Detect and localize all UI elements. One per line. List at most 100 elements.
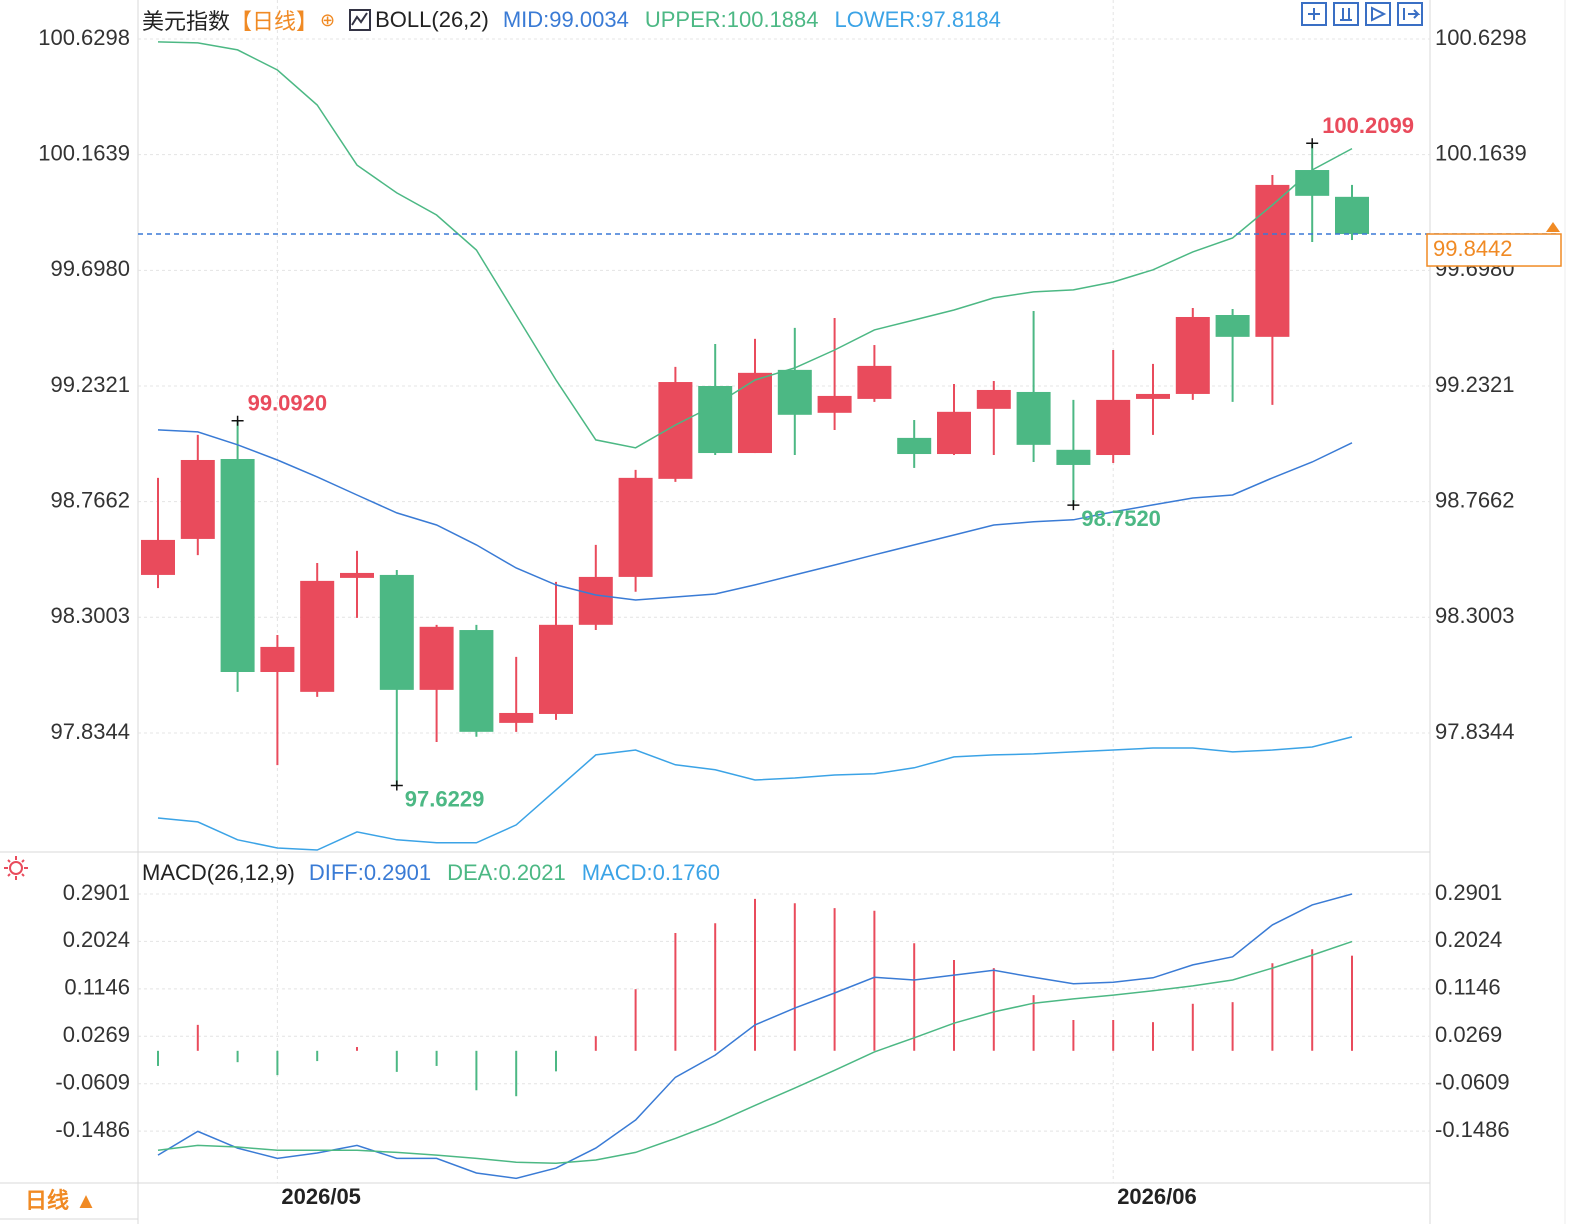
price-header: 美元指数 【日线】 ⊕ BOLL(26,2) MID:99.0034 UPPER:…: [142, 4, 1001, 36]
candle-body: [618, 477, 653, 577]
y-tick-label: 0.2024: [63, 927, 130, 952]
last-price-label: 99.8442: [1433, 236, 1513, 261]
y2-tick-label: 100.6298: [1435, 25, 1527, 50]
candle-body: [180, 459, 215, 539]
indicator-name: BOLL(26,2): [375, 7, 489, 32]
y2-tick-label: 97.8344: [1435, 719, 1515, 744]
y-tick-label: 0.1146: [64, 975, 130, 1000]
candle-body: [1056, 449, 1091, 465]
band-line: [157, 736, 1353, 851]
legend-entry: UPPER:100.1884: [644, 7, 819, 32]
y-tick-label: 98.3003: [50, 603, 130, 628]
y2-tick-label: 0.0269: [1435, 1022, 1502, 1047]
candle-body: [738, 372, 772, 454]
period-label: 【日线】: [230, 9, 319, 34]
x-tick-label: 2026/06: [1117, 1184, 1197, 1209]
candle-body: [777, 369, 812, 415]
tool-button[interactable]: [1333, 2, 1359, 26]
y-tick-label: 0.2901: [63, 880, 130, 905]
icon: [9, 861, 23, 875]
candle-body: [937, 411, 971, 455]
y-tick-label: 0.0269: [63, 1022, 130, 1047]
legend-entry: MID:99.0034: [502, 7, 629, 32]
y2-tick-label: 0.2024: [1435, 927, 1502, 952]
low-label: 97.6229: [405, 786, 485, 811]
indicator: BOLL(26,2): [349, 7, 489, 33]
x-tick-label: 2026/05: [281, 1184, 361, 1209]
instrument-title: 美元指数: [142, 9, 231, 34]
legend: DIFF:0.2901 DEA:0.2021 MACD:0.1760: [309, 860, 720, 886]
legend-entry: DIFF:0.2901: [308, 860, 432, 885]
extreme-marker: [1306, 138, 1319, 149]
last-price-box: [1426, 233, 1562, 267]
macd-header: MACD(26,12,9) DIFF:0.2901 DEA:0.2021 MACD:…: [142, 860, 720, 886]
tool-icons: [1308, 6, 1421, 22]
candle-body: [1096, 399, 1131, 456]
candle-body: [1335, 196, 1369, 235]
extreme-marker: [390, 780, 403, 791]
macd-line: [157, 893, 1353, 1180]
candle-body: [698, 386, 733, 454]
toolbar[interactable]: [1301, 2, 1423, 26]
candle-body: [499, 712, 534, 723]
y2-tick-label: -0.0609: [1435, 1070, 1510, 1095]
candle-body: [340, 572, 374, 578]
band-line: [157, 41, 1353, 449]
candle-body: [817, 395, 852, 413]
indicator-icon: [349, 9, 372, 31]
y2-tick-label: -0.1486: [1435, 1117, 1510, 1142]
y-tick-label: -0.0609: [55, 1070, 130, 1095]
extreme-marker: [231, 415, 244, 426]
y2-tick-label: 98.7662: [1435, 487, 1515, 512]
legend-entry: LOWER:97.8184: [834, 7, 1001, 32]
y2-tick-label: 98.3003: [1435, 603, 1515, 628]
y-tick-label: 100.1639: [38, 140, 130, 165]
legend-entry: DEA:0.2021: [447, 860, 566, 885]
candle-body: [379, 574, 414, 690]
legend-entry: MACD:0.1760: [581, 860, 720, 885]
y2-tick-label: 100.1639: [1435, 140, 1527, 165]
extreme-marker: [1067, 500, 1080, 511]
high-label: 99.0920: [248, 391, 328, 416]
candle-body: [220, 458, 255, 672]
candle-body: [1255, 184, 1290, 337]
band-line: [157, 429, 1353, 601]
period-selector[interactable]: 日线 ▲: [25, 1188, 97, 1213]
y-tick-label: 97.8344: [50, 719, 130, 744]
y2-tick-label: 0.2901: [1435, 880, 1502, 905]
y-tick-label: 98.7662: [50, 487, 130, 512]
icon: [4, 856, 28, 880]
candle-body: [1295, 170, 1330, 196]
candle-body: [1215, 315, 1250, 337]
candle-body: [1175, 316, 1210, 394]
last-price-arrow: [1546, 222, 1560, 233]
candle-body: [976, 389, 1011, 409]
low-label: 98.7520: [1081, 506, 1161, 531]
tool-button[interactable]: [1365, 2, 1391, 26]
legend: MID:99.0034 UPPER:100.1884 LOWER:97.8184: [503, 7, 1001, 33]
candle-body: [300, 580, 335, 692]
candle-body: [1136, 393, 1170, 399]
candle-body: [897, 437, 932, 455]
high-label: 100.2099: [1322, 113, 1414, 138]
candle-body: [260, 646, 295, 672]
y-tick-label: 99.6980: [50, 256, 130, 281]
y2-tick-label: 0.1146: [1435, 975, 1501, 1000]
candle-body: [141, 539, 175, 575]
y-tick-label: 100.6298: [38, 25, 130, 50]
candle-body: [539, 624, 573, 714]
candle-body: [658, 382, 693, 479]
candle-body: [857, 365, 892, 399]
y-tick-label: -0.1486: [55, 1117, 130, 1142]
candle-body: [1016, 391, 1051, 445]
candle-body: [578, 576, 613, 625]
y-tick-label: 99.2321: [50, 372, 130, 397]
macd-settings-icon[interactable]: [4, 856, 28, 880]
y2-tick-label: 99.2321: [1435, 372, 1515, 397]
macd-title: MACD(26,12,9): [142, 860, 295, 885]
add-icon[interactable]: ⊕: [320, 9, 336, 30]
candle-body: [419, 626, 454, 690]
